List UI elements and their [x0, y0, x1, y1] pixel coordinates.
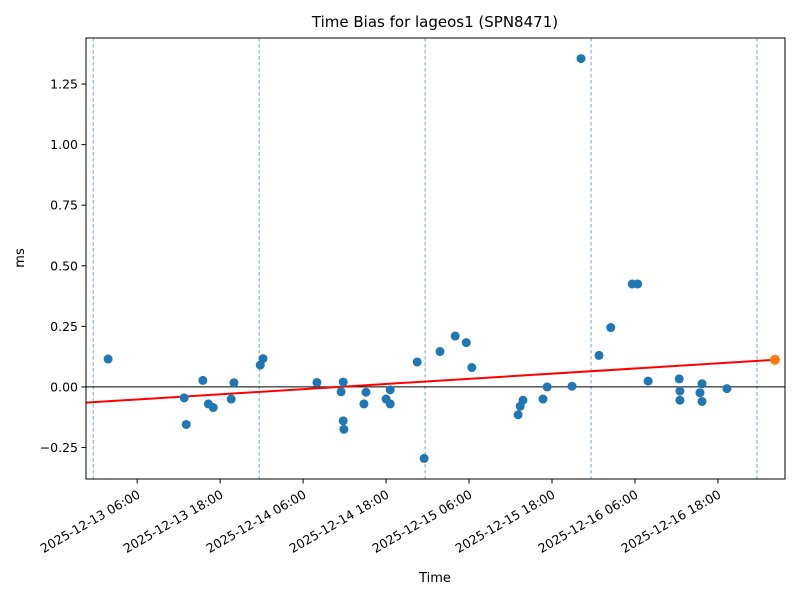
data-point [633, 279, 643, 289]
data-point [181, 419, 191, 429]
prediction-point [769, 354, 780, 365]
chart-title: Time Bias for lageos1 (SPN8471) [311, 13, 558, 31]
data-point [339, 424, 349, 434]
data-point [258, 354, 268, 364]
plot-border [85, 37, 786, 480]
y-tick-label: 0.25 [50, 319, 78, 334]
y-tick-label: 1.25 [50, 77, 78, 92]
data-point [450, 331, 460, 341]
data-point [461, 338, 471, 348]
data-point [675, 386, 685, 396]
data-point [435, 347, 445, 357]
data-point [385, 399, 395, 409]
data-point [198, 375, 208, 385]
data-point [336, 387, 346, 397]
data-point [643, 376, 653, 386]
y-axis-label: ms [13, 248, 28, 268]
data-point [513, 410, 523, 420]
data-point [467, 363, 477, 373]
data-point [606, 323, 616, 333]
y-tick-label: 0.50 [50, 258, 78, 273]
data-point [518, 395, 528, 405]
y-tick-label: 0.00 [50, 379, 78, 394]
data-point [385, 385, 395, 395]
data-point [412, 357, 422, 367]
data-point [697, 396, 707, 406]
data-point [675, 395, 685, 405]
data-point [538, 394, 548, 404]
data-point [674, 374, 684, 384]
y-tick-label: −0.25 [40, 440, 78, 455]
data-point [229, 378, 239, 388]
data-point [338, 377, 348, 387]
data-point [567, 381, 577, 391]
data-point [576, 54, 586, 64]
y-tick-label: 0.75 [50, 198, 78, 213]
data-point [226, 394, 236, 404]
data-point [208, 403, 218, 413]
data-point [312, 378, 322, 388]
data-point [179, 393, 189, 403]
data-point [697, 379, 707, 389]
data-point [361, 387, 371, 397]
x-axis-label: Time [418, 571, 451, 586]
data-point [542, 382, 552, 392]
data-point [359, 399, 369, 409]
trend-line [85, 358, 776, 404]
data-point [419, 453, 429, 463]
data-point [338, 416, 348, 426]
data-point [103, 354, 113, 364]
data-point [722, 384, 732, 394]
data-point [594, 350, 604, 360]
data-point [695, 388, 705, 398]
y-tick-label: 1.00 [50, 137, 78, 152]
